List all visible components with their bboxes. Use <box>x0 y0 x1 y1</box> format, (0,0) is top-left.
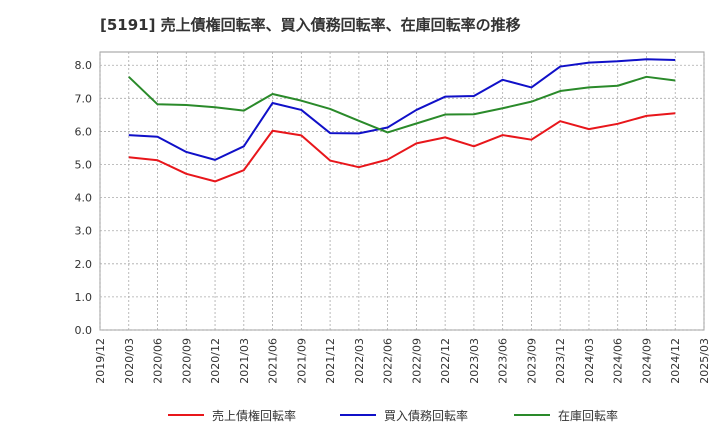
x-tick-label: 2020/12 <box>209 338 222 384</box>
x-tick-label: 2020/06 <box>152 338 165 384</box>
y-tick-label: 7.0 <box>75 92 93 105</box>
x-tick-label: 2020/09 <box>180 338 193 384</box>
y-tick-label: 6.0 <box>75 125 93 138</box>
series-line-2 <box>128 58 676 161</box>
x-tick-label: 2021/06 <box>267 338 280 384</box>
series-line-3 <box>128 75 676 134</box>
x-tick-label: 2024/09 <box>640 338 653 384</box>
x-tick-label: 2022/06 <box>382 338 395 384</box>
x-tick-label: 2023/09 <box>525 338 538 384</box>
x-tick-label: 2021/12 <box>324 338 337 384</box>
axis-layer: 0.0 1.0 2.0 3.0 4.0 5.0 6.0 7.0 8.0 2019/12 2020/0… <box>75 59 712 383</box>
x-tick-label: 2019/12 <box>94 338 107 384</box>
y-tick-label: 1.0 <box>75 291 93 304</box>
legend-label-3: 在庫回転率 <box>558 408 618 423</box>
x-tick-label: 2025/03 <box>698 338 711 384</box>
y-tick-label: 3.0 <box>75 225 93 238</box>
x-tick-label: 2022/12 <box>439 338 452 384</box>
plot-border <box>99 51 705 331</box>
legend: 売上債権回転率 買入債務回転率 在庫回転率 <box>168 408 618 423</box>
y-tick-label: 0.0 <box>75 324 93 337</box>
series-layer <box>128 58 676 183</box>
legend-label-2: 買入債務回転率 <box>384 408 468 423</box>
x-tick-label: 2021/03 <box>238 338 251 384</box>
x-tick-label: 2023/03 <box>468 338 481 384</box>
x-tick-label: 2024/06 <box>612 338 625 384</box>
legend-label-1: 売上債権回転率 <box>212 408 296 423</box>
x-tick-label: 2023/06 <box>497 338 510 384</box>
x-tick-label: 2022/09 <box>410 338 423 384</box>
x-tick-label: 2024/03 <box>583 338 596 384</box>
x-tick-label: 2020/03 <box>123 338 136 384</box>
y-tick-label: 4.0 <box>75 192 93 205</box>
y-tick-label: 2.0 <box>75 258 93 271</box>
chart-title: [5191] 売上債権回転率、買入債務回転率、在庫回転率の推移 <box>100 16 521 34</box>
series-line-1 <box>128 112 676 183</box>
x-tick-label: 2024/12 <box>669 338 682 384</box>
grid-layer <box>99 51 705 331</box>
x-tick-label: 2021/09 <box>295 338 308 384</box>
x-tick-label: 2022/03 <box>353 338 366 384</box>
y-tick-label: 8.0 <box>75 59 93 72</box>
y-tick-label: 5.0 <box>75 159 93 172</box>
x-tick-label: 2023/12 <box>554 338 567 384</box>
